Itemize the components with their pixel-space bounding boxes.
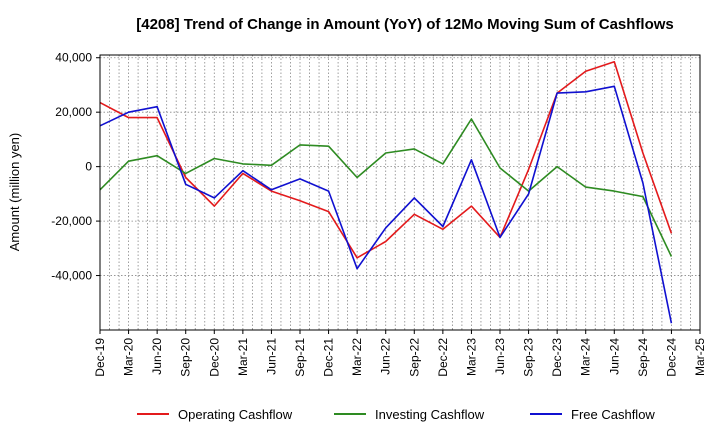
- series-line-investing-cashflow: [99, 118, 673, 257]
- plot-frame: [99, 54, 701, 331]
- legend: Operating Cashflow Investing Cashflow Free…: [137, 407, 655, 422]
- legend-label: Operating Cashflow: [178, 407, 293, 422]
- x-tick-label: Sep-23: [522, 338, 536, 377]
- legend-label: Investing Cashflow: [375, 407, 485, 422]
- x-tick-label: Dec-20: [207, 338, 221, 377]
- x-tick-label: Sep-21: [293, 338, 307, 377]
- x-tick-label: Mar-21: [236, 338, 250, 376]
- y-axis-label: Amount (million yen): [7, 133, 22, 252]
- x-tick-label: Dec-22: [436, 338, 450, 377]
- legend-item-operating-cashflow: Operating Cashflow: [137, 407, 293, 422]
- legend-item-free-cashflow: Free Cashflow: [530, 407, 655, 422]
- x-tick-label: Jun-23: [493, 338, 507, 375]
- y-tick-label: -40,000: [51, 269, 92, 283]
- series-lines: [99, 60, 673, 324]
- y-axis-ticks: 40,000 20,000 0 -20,000 -40,000: [51, 51, 100, 283]
- x-tick-label: Sep-22: [407, 338, 421, 377]
- x-tick-label: Jun-22: [379, 338, 393, 375]
- x-tick-label: Sep-20: [179, 338, 193, 377]
- x-tick-label: Mar-20: [122, 338, 136, 376]
- x-tick-label: Jun-20: [150, 338, 164, 375]
- series-line-operating-cashflow: [99, 60, 673, 259]
- y-tick-label: 20,000: [55, 105, 92, 119]
- x-tick-label: Jun-21: [264, 338, 278, 375]
- legend-item-investing-cashflow: Investing Cashflow: [334, 407, 485, 422]
- series-line-free-cashflow: [99, 85, 673, 324]
- x-tick-label: Mar-23: [464, 338, 478, 376]
- x-tick-label: Mar-25: [693, 338, 707, 376]
- grid: [100, 55, 700, 330]
- x-tick-label: Mar-24: [579, 338, 593, 376]
- x-tick-label: Sep-24: [636, 338, 650, 377]
- chart-title: [4208] Trend of Change in Amount (YoY) o…: [136, 16, 674, 33]
- x-tick-label: Dec-21: [322, 338, 336, 377]
- x-tick-label: Dec-19: [93, 338, 107, 377]
- x-tick-label: Jun-24: [607, 338, 621, 375]
- x-tick-label: Dec-24: [664, 338, 678, 377]
- x-tick-label: Mar-22: [350, 338, 364, 376]
- y-tick-label: 0: [85, 160, 92, 174]
- y-tick-label: -20,000: [51, 214, 92, 228]
- y-tick-label: 40,000: [55, 51, 92, 65]
- legend-label: Free Cashflow: [571, 407, 655, 422]
- x-axis-ticks: Dec-19 Mar-20 Jun-20 Sep-20 Dec-20 Mar-21 Jun-…: [93, 330, 707, 377]
- x-tick-label: Dec-23: [550, 338, 564, 377]
